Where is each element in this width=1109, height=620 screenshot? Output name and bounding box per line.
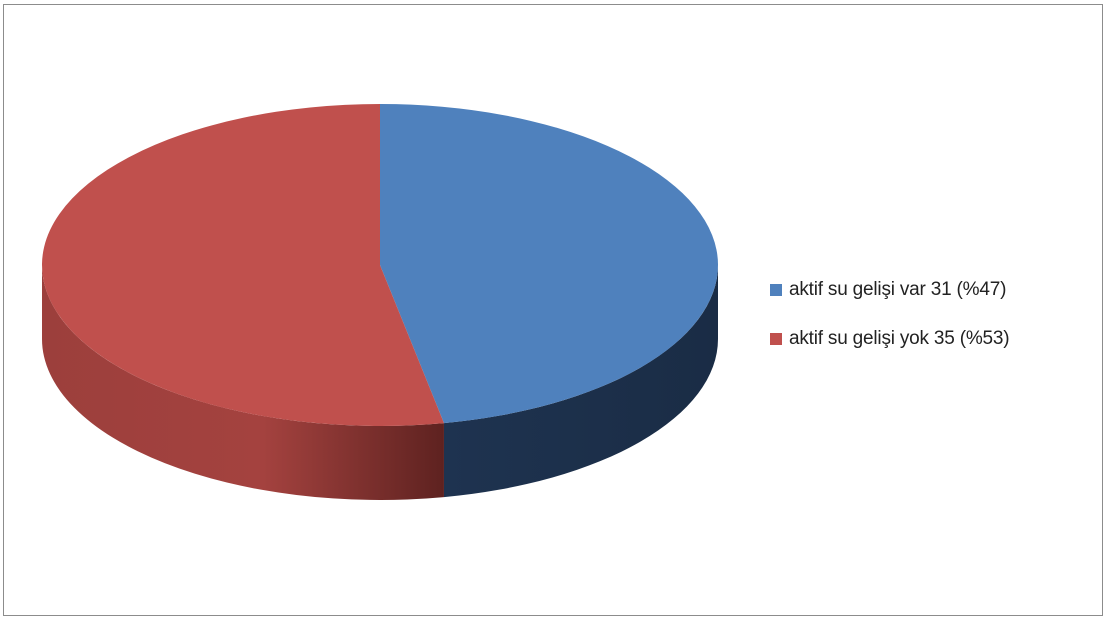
- legend-swatch-var: [770, 283, 782, 296]
- legend-swatch-yok: [770, 332, 782, 345]
- pie-slice-side-var: [443, 265, 718, 498]
- legend-label-var: aktif su gelişi var 31 (%47): [789, 278, 1007, 300]
- legend: aktif su gelişi var 31 (%47) aktif su ge…: [770, 277, 1010, 375]
- legend-item-var: aktif su gelişi var 31 (%47): [770, 277, 1009, 302]
- legend-label-yok: aktif su gelişi yok 35 (%53): [789, 327, 1010, 349]
- pie-slice-yok: [42, 104, 444, 426]
- pie-slice-side-yok: [42, 265, 444, 501]
- legend-item-yok: aktif su gelişi yok 35 (%53): [770, 326, 1010, 351]
- pie-slice-var: [380, 104, 719, 424]
